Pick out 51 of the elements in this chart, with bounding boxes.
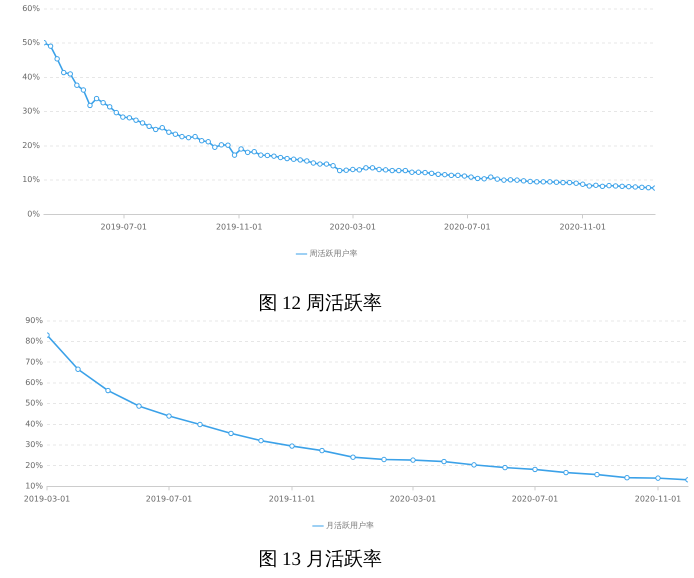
point: [258, 438, 264, 444]
y-tick-label: 90%: [25, 316, 44, 325]
y-tick-label: 50%: [25, 398, 44, 408]
y-tick-label: 70%: [25, 357, 44, 366]
legend-label: 周活跃用户率: [310, 249, 358, 258]
x-tick-label: 2019-07-01: [146, 494, 192, 504]
point: [502, 464, 508, 470]
point: [289, 443, 295, 449]
y-tick-label: 30%: [22, 106, 40, 116]
point: [381, 456, 387, 462]
y-tick-label: 30%: [25, 440, 44, 450]
y-tick-label: 60%: [25, 378, 44, 387]
x-tick-label: 2019-07-01: [100, 222, 148, 232]
y-tick-label: 80%: [25, 336, 44, 346]
point: [563, 470, 569, 476]
point: [532, 466, 538, 472]
caption: 图 12 周活跃率: [257, 292, 383, 316]
y-tick-label: 10%: [22, 175, 40, 184]
point: [197, 422, 203, 428]
x-tick-label: 2020-07-01: [444, 222, 491, 232]
x-tick-label: 2019-03-01: [24, 494, 70, 504]
point: [75, 366, 81, 372]
point: [441, 458, 447, 464]
legend-label: 月活跃用户率: [326, 521, 374, 530]
y-tick-label: 40%: [22, 72, 40, 82]
y-tick-label: 20%: [22, 140, 40, 150]
point: [166, 413, 172, 419]
point: [350, 454, 356, 460]
point: [105, 388, 111, 394]
x-tick-label: 2020-03-01: [330, 222, 376, 232]
y-tick-label: 20%: [25, 460, 44, 470]
x-tick-label: 2019-11-01: [216, 222, 262, 232]
y-tick-label: 60%: [22, 4, 40, 13]
x-tick-label: 2020-11-01: [634, 494, 682, 504]
point: [319, 448, 325, 454]
y-tick-label: 40%: [25, 419, 44, 428]
point: [410, 457, 416, 463]
y-tick-label: 10%: [25, 481, 44, 490]
point: [624, 475, 630, 480]
x-tick-label: 2020-07-01: [512, 494, 558, 504]
point: [594, 472, 600, 478]
y-tick-label: 0%: [27, 209, 40, 218]
point: [471, 462, 477, 468]
x-tick-label: 2019-11-01: [268, 494, 316, 504]
x-tick-label: 2020-11-01: [559, 222, 606, 232]
y-tick-label: 50%: [22, 38, 40, 48]
point: [655, 475, 661, 481]
point: [136, 403, 142, 409]
x-tick-label: 2020-03-01: [390, 494, 436, 504]
point: [228, 430, 234, 436]
caption: 图 13 月活跃率: [257, 548, 383, 572]
